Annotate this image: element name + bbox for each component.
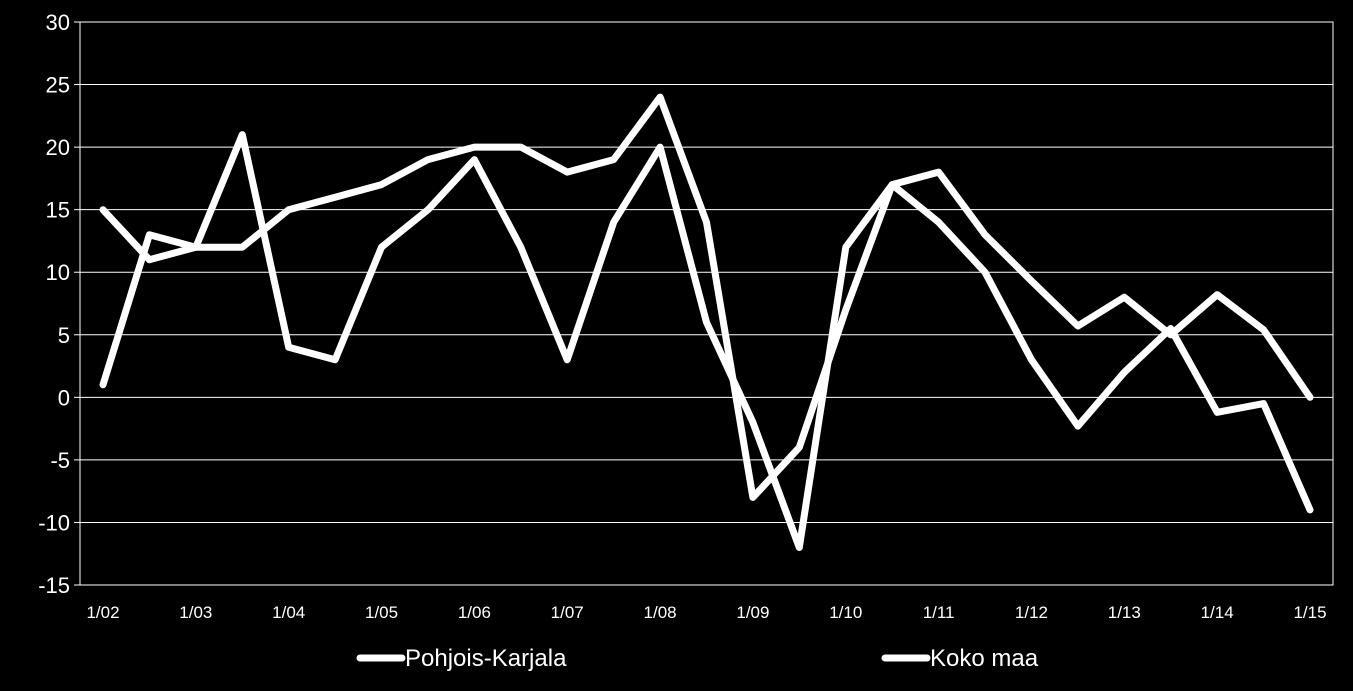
y-tick-label: -10 (38, 510, 70, 535)
y-tick-label: -5 (50, 448, 70, 473)
legend: Pohjois-Karjala Koko maa (356, 645, 1039, 672)
plot-frame (79, 21, 1334, 586)
x-tick-label: 1/15 (1293, 603, 1326, 622)
x-tick-label: 1/09 (736, 603, 769, 622)
y-tick-label: 15 (46, 198, 70, 223)
x-tick-label: 1/03 (179, 603, 212, 622)
x-tick-label: 1/05 (365, 603, 398, 622)
x-axis: 1/02 1/03 1/04 1/05 1/06 1/07 1/08 1/09 1/10 1/11… (86, 603, 1326, 622)
x-tick-label: 1/02 (86, 603, 119, 622)
x-tick-label: 1/08 (644, 603, 677, 622)
series-line-1 (99, 93, 1314, 501)
x-tick-label: 1/10 (829, 603, 862, 622)
series-lines (99, 93, 1314, 551)
plot-area (79, 21, 1334, 586)
y-tick-label: -15 (38, 573, 70, 598)
x-tick-label: 1/12 (1015, 603, 1048, 622)
series-line-0 (99, 131, 1314, 551)
x-tick-label: 1/04 (272, 603, 305, 622)
y-tick-label: 5 (58, 323, 70, 348)
y-tick-label: 10 (46, 260, 70, 285)
y-tick-label: 20 (46, 135, 70, 160)
y-axis: 30 25 20 15 10 5 0 -5 -10 -15 (38, 10, 80, 598)
y-tick-label: 25 (46, 73, 70, 98)
x-tick-label: 1/13 (1108, 603, 1141, 622)
y-tick-label: 30 (46, 10, 70, 35)
legend-label: Koko maa (930, 645, 1039, 672)
x-tick-label: 1/11 (923, 603, 955, 622)
legend-label: Pohjois-Karjala (405, 645, 567, 672)
y-tick-label: 0 (58, 385, 70, 410)
x-tick-label: 1/14 (1201, 603, 1234, 622)
x-tick-label: 1/06 (458, 603, 491, 622)
x-tick-label: 1/07 (551, 603, 584, 622)
